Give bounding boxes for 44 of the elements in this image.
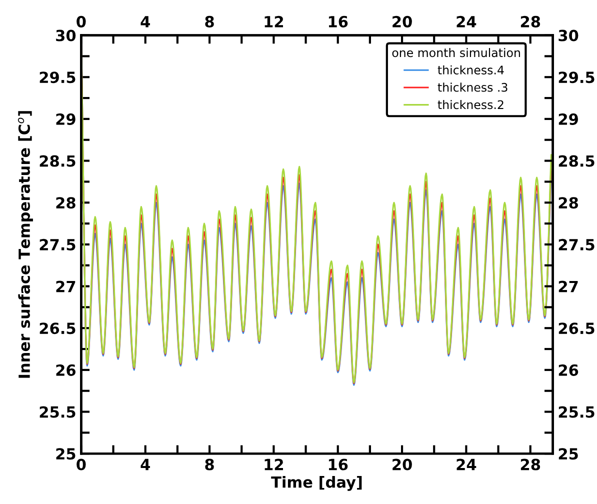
- legend-label: thickness.4: [438, 65, 504, 74]
- y2-tick-label: 27: [558, 280, 578, 292]
- y-tick-label: 29: [56, 113, 76, 125]
- legend-label: thickness.2: [438, 100, 504, 110]
- x-tick-label: 4: [140, 458, 150, 470]
- y-tick-label: 27: [56, 280, 76, 292]
- y-tick-label: 29.5: [40, 72, 76, 84]
- x2-tick-label: 24: [456, 16, 476, 28]
- x2-tick-label: 4: [140, 16, 150, 28]
- y-tick-label: 28: [56, 197, 76, 209]
- y2-tick-label: 29: [558, 113, 578, 125]
- y2-tick-label: 26: [558, 364, 578, 376]
- x-axis-title: Time [day]: [271, 476, 362, 491]
- y-tick-label: 26: [56, 364, 76, 376]
- y-tick-label: 26.5: [40, 322, 76, 334]
- x-tick-label: 20: [392, 458, 412, 470]
- x2-tick-label: 12: [264, 16, 283, 28]
- y-tick-label: 30: [56, 30, 76, 42]
- y2-tick-label: 28.5: [558, 155, 594, 167]
- y2-tick-label: 26.5: [558, 322, 594, 334]
- x-tick-label: 24: [456, 458, 476, 470]
- legend-label: thickness .3: [438, 82, 508, 92]
- y2-tick-label: 29.5: [558, 72, 594, 84]
- y2-tick-label: 28: [558, 197, 578, 209]
- y2-tick-label: 30: [558, 30, 578, 42]
- legend-title: one month simulation: [392, 48, 520, 58]
- x-tick-label: 8: [205, 458, 214, 470]
- x2-tick-label: 8: [205, 16, 214, 28]
- y-tick-label: 27.5: [40, 238, 76, 250]
- x-tick-label: 16: [328, 458, 348, 470]
- x-tick-label: 28: [520, 458, 540, 470]
- x-tick-label: 0: [76, 458, 86, 470]
- y-axis-title: Inner surface Temperature [C$^{o}$]: [18, 111, 33, 378]
- x2-tick-label: 0: [76, 16, 86, 28]
- x2-tick-label: 28: [520, 16, 540, 28]
- x2-tick-label: 20: [392, 16, 412, 28]
- y2-tick-label: 27.5: [558, 238, 594, 250]
- x-tick-label: 12: [264, 458, 283, 470]
- y2-tick-label: 25: [558, 448, 578, 460]
- y-tick-label: 28.5: [40, 155, 76, 167]
- y2-tick-label: 25.5: [558, 406, 594, 418]
- x2-tick-label: 16: [328, 16, 348, 28]
- y-tick-label: 25: [56, 448, 76, 460]
- y-tick-label: 25.5: [40, 406, 76, 418]
